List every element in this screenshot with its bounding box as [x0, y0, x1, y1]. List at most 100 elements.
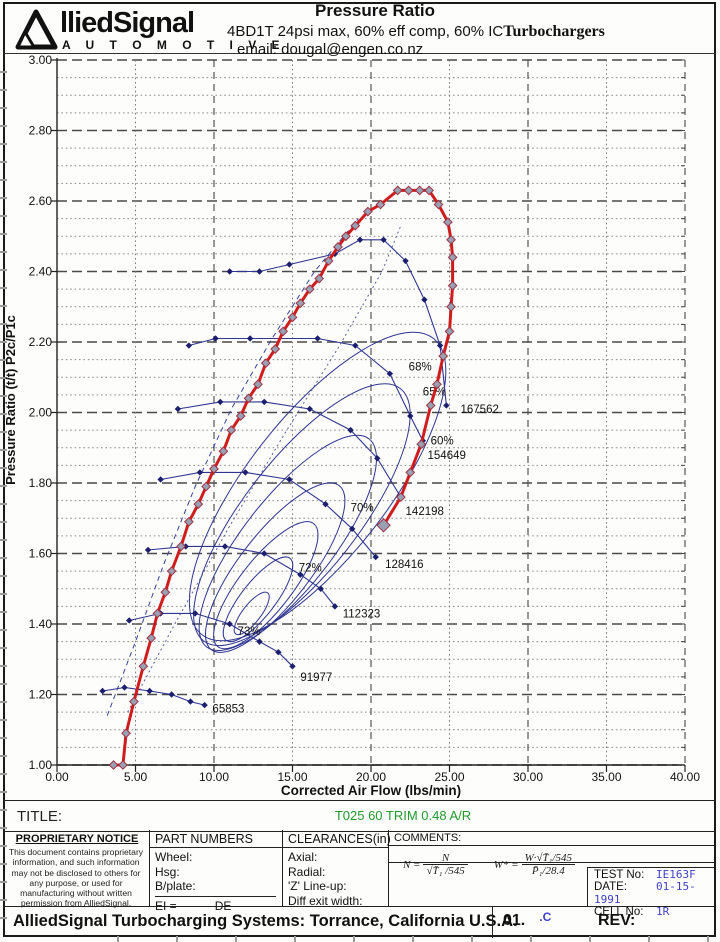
speed-line-marker: [99, 687, 106, 695]
operating-point-marker: [253, 379, 263, 390]
operating-point-marker: [447, 280, 458, 291]
x-tick-label: 5.00: [124, 770, 148, 784]
x-axis-title: Corrected Air Flow (lbs/min): [281, 783, 461, 798]
operating-point-marker: [295, 298, 306, 309]
x-tick-label: 25.00: [434, 770, 464, 784]
efficiency-label: 60%: [431, 436, 454, 448]
operating-point-marker: [152, 608, 163, 619]
brand-subtitle: A U T O M O T I V E: [62, 38, 286, 52]
operating-point-marker: [218, 446, 229, 457]
operating-point-marker: [392, 185, 403, 196]
operating-point-marker: [176, 541, 186, 552]
part-numbers-cell: PART NUMBERS Wheel: Hsg: B/plate: EI = DE: [149, 830, 283, 913]
speed-line-marker: [317, 585, 324, 592]
test-no-value: IE163F: [656, 868, 696, 881]
speed-line-marker: [374, 455, 381, 462]
speed-line-marker: [261, 398, 268, 406]
footer-code-number: 01.: [503, 912, 526, 929]
x-tick-label: 0.00: [45, 770, 69, 784]
y-tick-label: 1.80: [29, 476, 53, 490]
allied-signal-logo: lliedSignal A U T O M O T I V E: [12, 8, 286, 52]
speed-line-marker: [386, 370, 394, 377]
brand-name: lliedSignal: [60, 7, 195, 39]
operating-point-marker: [433, 199, 444, 210]
y-tick-label: 2.60: [29, 194, 53, 208]
info-table: PROPRIETARY NOTICE This document contain…: [3, 830, 716, 918]
proprietary-notice-title: PROPRIETARY NOTICE: [15, 833, 139, 845]
clearance-row-radial: Radial:: [288, 864, 326, 879]
y-tick-label: 1.00: [29, 758, 53, 772]
speed-line-marker: [322, 500, 329, 508]
operating-point-marker: [278, 326, 288, 337]
operating-point-marker: [243, 393, 254, 404]
operating-point-marker: [166, 566, 177, 577]
speed-line-marker: [352, 342, 359, 349]
speed-line-label: 128416: [385, 559, 423, 571]
chart-subtitle: 4BD1T 24psi max, 60% eff comp, 60% IC: [227, 23, 504, 40]
operating-point-marker: [432, 379, 442, 390]
x-tick-label: 20.00: [356, 770, 386, 784]
speed-line-marker: [402, 257, 409, 265]
operating-point-marker: [375, 199, 386, 210]
formula1-numerator: N: [423, 852, 468, 865]
email-line: email: dougal@engen.co.nz: [237, 41, 424, 58]
operating-point-marker: [129, 696, 139, 707]
title-label: TITLE:: [17, 808, 63, 825]
clearance-row-zlineup: 'Z' Line-up:: [288, 879, 347, 893]
operating-point-marker: [362, 206, 373, 217]
x-tick-label: 10.00: [199, 770, 229, 784]
cell-no-row: CELL No: 1R: [594, 904, 710, 918]
operating-point-marker: [183, 516, 194, 527]
speed-line-marker: [221, 543, 229, 550]
operating-point-marker: [340, 231, 351, 242]
speed-line-marker: [226, 620, 233, 628]
y-tick-label: 2.80: [29, 124, 53, 138]
operating-point-marker: [121, 728, 131, 739]
speed-line-marker: [256, 268, 263, 275]
proprietary-notice-cell: PROPRIETARY NOTICE This document contain…: [3, 830, 150, 908]
operating-point-marker: [160, 587, 171, 598]
speed-line-label: 142198: [406, 506, 444, 518]
efficiency-contour: [213, 521, 319, 650]
title-value: T025 60 TRIM 0.48 A/R: [334, 808, 472, 823]
formula1-lhs: N =: [402, 858, 421, 871]
x-tick-label: 30.00: [513, 770, 543, 784]
clearances-cell: CLEARANCES(in) Axial: Radial: 'Z' Line-u…: [282, 830, 391, 908]
part-numbers-header: PART NUMBERS: [149, 830, 282, 848]
clearance-row-diffexit: Diff exit width:: [288, 893, 363, 908]
operating-point-marker: [260, 358, 271, 369]
cell-no-label: CELL No:: [594, 905, 644, 918]
operating-point-marker: [333, 241, 343, 252]
speed-line-marker: [297, 571, 304, 578]
speed-line-marker: [286, 261, 293, 268]
speed-line-label: 112323: [343, 608, 381, 620]
speed-line-marker: [226, 268, 233, 275]
operating-point-marker: [118, 760, 128, 770]
speed-line-marker: [286, 476, 293, 483]
operating-point-marker: [376, 518, 391, 533]
comments-empty-row: [388, 846, 716, 863]
footer-brand-line: AlliedSignal Turbocharging Systems: Torr…: [13, 912, 518, 930]
operating-point-marker: [447, 252, 458, 263]
cell-no-value: 1R: [656, 904, 670, 918]
operating-point-marker: [304, 284, 315, 295]
operating-point-marker: [323, 256, 334, 266]
footer-code: 01. .C: [503, 910, 551, 930]
header-divider: [3, 53, 716, 54]
efficiency-contour: [233, 591, 270, 636]
formula-block: N = N √T̄₁ /545 W* = W·√T̄₁/545 P̄₁/28.4: [394, 852, 584, 877]
clearance-row-axial: Axial:: [288, 850, 318, 864]
speed-line-label: 167562: [460, 404, 498, 416]
operating-point-marker: [287, 312, 298, 323]
efficiency-locus-line: [127, 225, 402, 713]
speed-line-marker: [246, 335, 254, 342]
clearances-header: CLEARANCES(in): [282, 830, 391, 848]
operating-point-marker: [146, 633, 157, 644]
speed-line-marker: [407, 412, 414, 420]
speed-line-marker: [168, 691, 175, 698]
speed-line-marker: [157, 476, 164, 483]
part-row-ei: EI = DE: [155, 895, 276, 914]
part-row-bplate: B/plate:: [155, 879, 196, 893]
operating-point-marker: [424, 185, 434, 196]
operating-point-marker: [201, 481, 212, 492]
